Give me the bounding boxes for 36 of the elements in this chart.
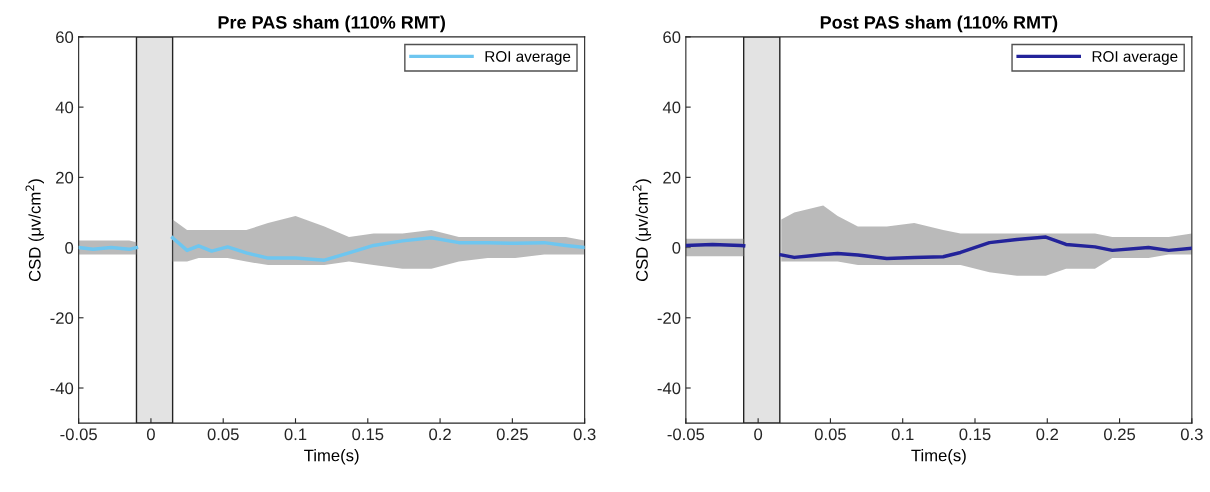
y-axis-title: CSD (μv/cm$^{2}$) (25, 179, 44, 282)
x-tick-label: 0.25 (496, 428, 528, 441)
x-tick-label: 0 (754, 428, 763, 441)
x-axis-title: Time(s) (911, 449, 966, 465)
y-axis-title: CSD (μv/cm$^{2}$) (632, 179, 652, 282)
x-tick-label: -0.05 (667, 428, 705, 441)
y-tick-label: -40 (50, 382, 74, 395)
y-tick-label: 60 (56, 31, 74, 44)
x-tick-label: 0.1 (891, 428, 914, 441)
chart-title: Pre PAS sham (110% RMT) (218, 15, 445, 33)
x-tick-label: 0 (146, 428, 155, 441)
x-axis-title: Time(s) (304, 449, 359, 465)
x-tick-label: 0.3 (573, 428, 596, 441)
x-tick-label: 0.3 (1180, 428, 1203, 441)
y-tick-label: -20 (50, 312, 74, 324)
y-tick-label: 20 (663, 171, 681, 184)
x-tick-label: 0.2 (429, 428, 451, 441)
y-tick-label: -20 (657, 312, 681, 324)
x-tick-label: 0.2 (1036, 428, 1059, 441)
y-tick-label: 40 (55, 101, 74, 114)
x-tick-label: 0.05 (814, 428, 846, 441)
y-tick-label: 20 (56, 171, 74, 184)
x-tick-label: 0.15 (352, 428, 384, 441)
legend-label: ROI average (485, 51, 571, 65)
x-tick-label: 0.15 (959, 428, 991, 441)
y-tick-label: 60 (663, 31, 681, 44)
x-tick-label: 0.1 (284, 428, 307, 441)
x-tick-label: 0.05 (207, 428, 239, 441)
y-tick-label: 0 (65, 241, 74, 254)
y-tick-label: 0 (672, 241, 681, 254)
legend-label: ROI average (1092, 51, 1178, 65)
x-tick-label: -0.05 (60, 428, 97, 441)
y-tick-label: -40 (657, 382, 681, 395)
x-tick-label: 0.25 (1104, 428, 1136, 441)
chart-title: Post PAS sham (110% RMT) (820, 15, 1058, 33)
y-tick-label: 40 (662, 101, 681, 114)
